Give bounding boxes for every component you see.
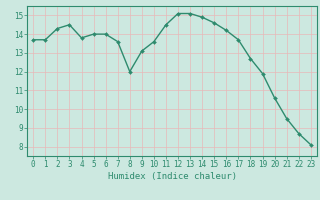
X-axis label: Humidex (Indice chaleur): Humidex (Indice chaleur) (108, 172, 236, 181)
